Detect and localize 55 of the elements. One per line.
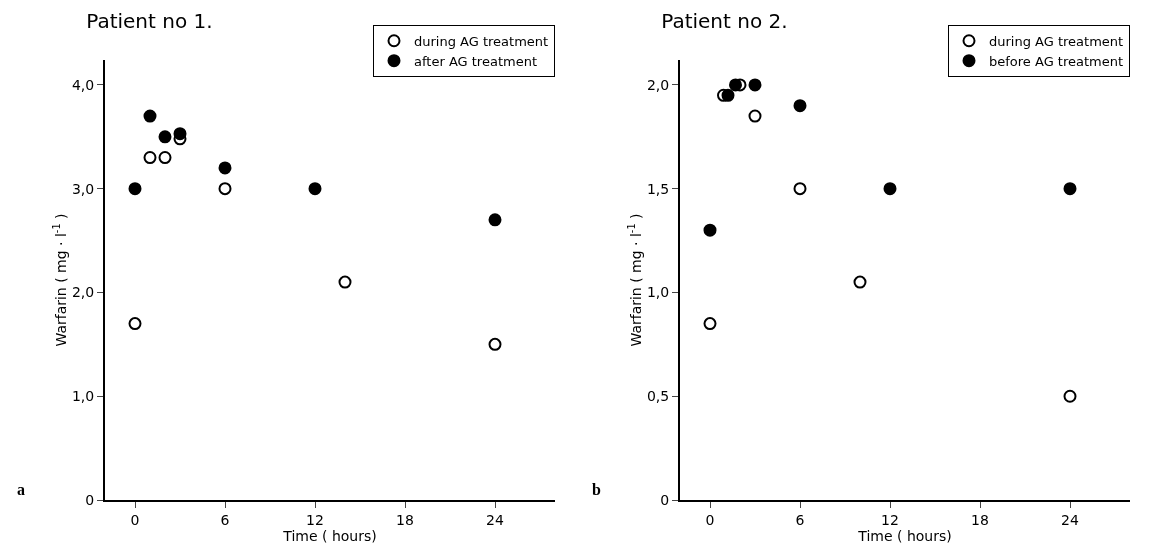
point bbox=[883, 182, 897, 196]
text: a bbox=[17, 481, 25, 498]
point bbox=[158, 130, 172, 144]
point bbox=[173, 127, 187, 141]
x-tick-label: 12 bbox=[881, 511, 899, 528]
point bbox=[143, 109, 157, 123]
point bbox=[158, 151, 172, 165]
point bbox=[1063, 389, 1077, 403]
legend-label: after AG treatment bbox=[414, 53, 537, 69]
point bbox=[128, 317, 142, 331]
y-tick-label: 0 bbox=[660, 491, 670, 508]
legend-label: during AG treatment bbox=[989, 33, 1124, 49]
point bbox=[128, 182, 142, 196]
x-tick-label: 18 bbox=[971, 511, 989, 528]
point bbox=[338, 275, 352, 289]
legend-label: during AG treatment bbox=[414, 33, 549, 49]
x-axis-title: Time ( hours) bbox=[282, 527, 377, 544]
y-tick-label: 2,0 bbox=[646, 76, 670, 93]
y-tick-label: 4,0 bbox=[71, 76, 95, 93]
y-tick-label: 1,5 bbox=[646, 180, 670, 197]
point bbox=[721, 88, 735, 102]
point bbox=[853, 275, 867, 289]
point bbox=[218, 161, 232, 175]
x-tick-label: 0 bbox=[130, 511, 140, 528]
x-tick-label: 18 bbox=[396, 511, 414, 528]
point bbox=[748, 109, 762, 123]
y-tick-label: 1,0 bbox=[71, 388, 95, 405]
x-tick-label: 6 bbox=[795, 511, 805, 528]
y-tick-label: 0 bbox=[85, 491, 95, 508]
point bbox=[308, 182, 322, 196]
y-tick-label: 3,0 bbox=[71, 180, 95, 197]
point bbox=[793, 182, 807, 196]
point bbox=[1063, 182, 1077, 196]
point bbox=[729, 78, 742, 92]
x-tick-label: 6 bbox=[220, 511, 230, 528]
x-tick-label: 24 bbox=[486, 511, 504, 528]
point bbox=[143, 151, 157, 165]
y-tick-label: 1,0 bbox=[646, 284, 670, 301]
point bbox=[218, 182, 232, 196]
point bbox=[488, 337, 502, 351]
x-tick-label: 24 bbox=[1061, 511, 1079, 528]
point bbox=[748, 78, 762, 92]
point bbox=[703, 223, 717, 237]
chart-title: Patient no 1. bbox=[86, 8, 213, 33]
y-tick-label: 2,0 bbox=[71, 284, 95, 301]
legend-label: before AG treatment bbox=[989, 53, 1124, 69]
text: b bbox=[592, 481, 601, 498]
y-tick-label: 0,5 bbox=[646, 388, 670, 405]
x-tick-label: 12 bbox=[306, 511, 324, 528]
point bbox=[488, 213, 502, 227]
point bbox=[703, 317, 717, 331]
chart-title: Patient no 2. bbox=[661, 8, 788, 33]
x-axis-title: Time ( hours) bbox=[857, 527, 952, 544]
x-tick-label: 0 bbox=[705, 511, 715, 528]
point bbox=[793, 99, 807, 113]
